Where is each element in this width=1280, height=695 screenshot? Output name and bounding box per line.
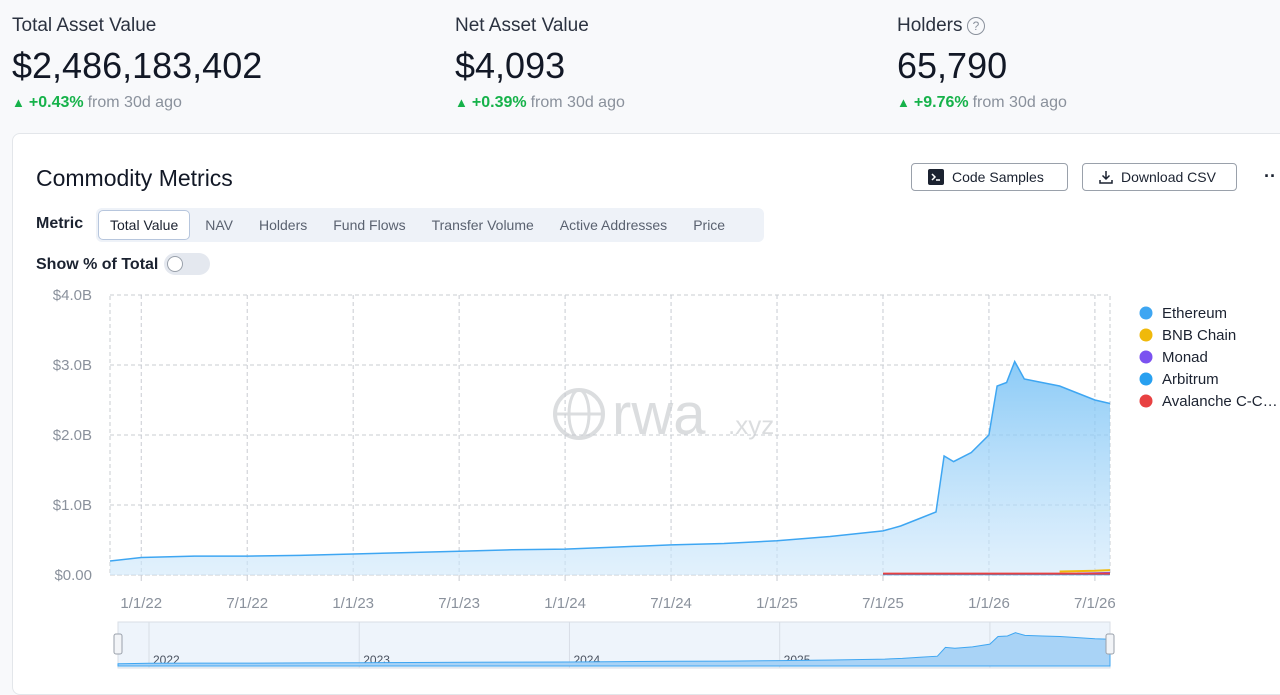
- metric-tab[interactable]: Active Addresses: [559, 217, 668, 233]
- stat-value: $4,093: [455, 45, 566, 86]
- x-tick-label: 7/1/25: [862, 595, 904, 612]
- y-tick-label: $2.0B: [53, 427, 92, 444]
- metric-tabs: Total Value NAV Holders Fund Flows Transfer …: [96, 208, 764, 242]
- card-title: Commodity Metrics: [36, 165, 233, 191]
- x-tick-label: 7/1/24: [650, 595, 692, 612]
- stat-change-row: ▲ +0.39% from 30d ago: [455, 94, 625, 112]
- terminal-icon: [928, 169, 944, 185]
- stat-period: from 30d ago: [87, 94, 182, 111]
- legend-label: Avalanche C-C…: [1162, 393, 1278, 410]
- legend-label: Arbitrum: [1162, 371, 1219, 388]
- metric-tab[interactable]: Holders: [258, 217, 308, 233]
- metric-tab[interactable]: Fund Flows: [333, 217, 406, 233]
- legend-swatch: [1139, 328, 1153, 342]
- x-tick-label: 7/1/22: [226, 595, 268, 612]
- x-tick-label: 7/1/23: [438, 595, 480, 612]
- y-tick-label: $0.00: [54, 567, 92, 584]
- download-icon: [1099, 171, 1113, 184]
- stat-change: +9.76%: [913, 94, 969, 111]
- stat-change: +0.43%: [28, 94, 84, 111]
- toggle-knob: [167, 256, 183, 272]
- stat-period: from 30d ago: [530, 94, 625, 111]
- navigator-area: [117, 632, 1111, 667]
- legend-label: BNB Chain: [1162, 327, 1236, 344]
- series-line: [109, 359, 1111, 562]
- y-tick-label: $3.0B: [53, 357, 92, 374]
- x-tick-label: 1/1/24: [544, 595, 586, 612]
- button-label: Code Samples: [952, 169, 1044, 185]
- help-icon: ?: [967, 17, 985, 35]
- more-menu[interactable]: ··: [1264, 166, 1276, 186]
- up-arrow: ▲: [897, 95, 910, 110]
- stat-period: from 30d ago: [972, 94, 1067, 111]
- stat-change: +0.39%: [471, 94, 527, 111]
- y-tick-label: $1.0B: [53, 497, 92, 514]
- legend-label: Monad: [1162, 349, 1208, 366]
- metric-label: Metric: [36, 215, 84, 232]
- legend-swatch: [1139, 306, 1153, 320]
- watermark-text: rwa: [612, 382, 706, 447]
- stat-value: $2,486,183,402: [12, 45, 263, 86]
- watermark: rwa .xyz: [553, 382, 774, 447]
- page: Total Asset Value $2,486,183,402 ▲ +0.43% fr…: [12, 15, 1280, 695]
- y-tick-label: $4.0B: [53, 287, 92, 304]
- up-arrow: ▲: [12, 95, 25, 110]
- metric-tab[interactable]: Transfer Volume: [431, 217, 534, 233]
- x-tick-label: 1/1/23: [332, 595, 374, 612]
- x-tick-label: 1/1/25: [756, 595, 798, 612]
- stat-value: 65,790: [897, 45, 1008, 86]
- x-tick-label: 1/1/22: [120, 595, 162, 612]
- series-line: [1059, 569, 1111, 573]
- x-tick-label: 1/1/26: [968, 595, 1010, 612]
- stat-change-row: ▲ +9.76% from 30d ago: [897, 94, 1067, 112]
- stat-change-row: ▲ +0.43% from 30d ago: [12, 94, 182, 112]
- navigator-handle[interactable]: [113, 633, 123, 655]
- chart: rwa .xyz $0.00 $1.0B $2.0B $3.0B $4.0B 1/1/22…: [53, 287, 1278, 669]
- button-label: Download CSV: [1121, 169, 1216, 185]
- stat-label: Holders: [897, 15, 963, 36]
- legend-label: Ethereum: [1162, 305, 1227, 322]
- code-samples-button[interactable]: Code Samples: [911, 163, 1068, 191]
- download-csv-button[interactable]: Download CSV: [1082, 163, 1237, 191]
- up-arrow: ▲: [455, 95, 468, 110]
- percent-toggle[interactable]: [164, 253, 210, 275]
- toggle-label: Show % of Total: [36, 256, 159, 273]
- navigator-handle[interactable]: [1105, 633, 1115, 655]
- series-area: [110, 361, 1110, 575]
- stat-label: Total Asset Value: [12, 15, 157, 36]
- legend-swatch: [1139, 372, 1153, 386]
- metric-tab[interactable]: Price: [693, 217, 726, 233]
- metric-tab[interactable]: NAV: [205, 217, 233, 233]
- legend-swatch: [1139, 350, 1153, 364]
- stat-label: Net Asset Value: [455, 15, 589, 36]
- metric-tab[interactable]: Total Value: [98, 210, 191, 240]
- x-tick-label: 7/1/26: [1074, 595, 1116, 612]
- legend-swatch: [1139, 394, 1153, 408]
